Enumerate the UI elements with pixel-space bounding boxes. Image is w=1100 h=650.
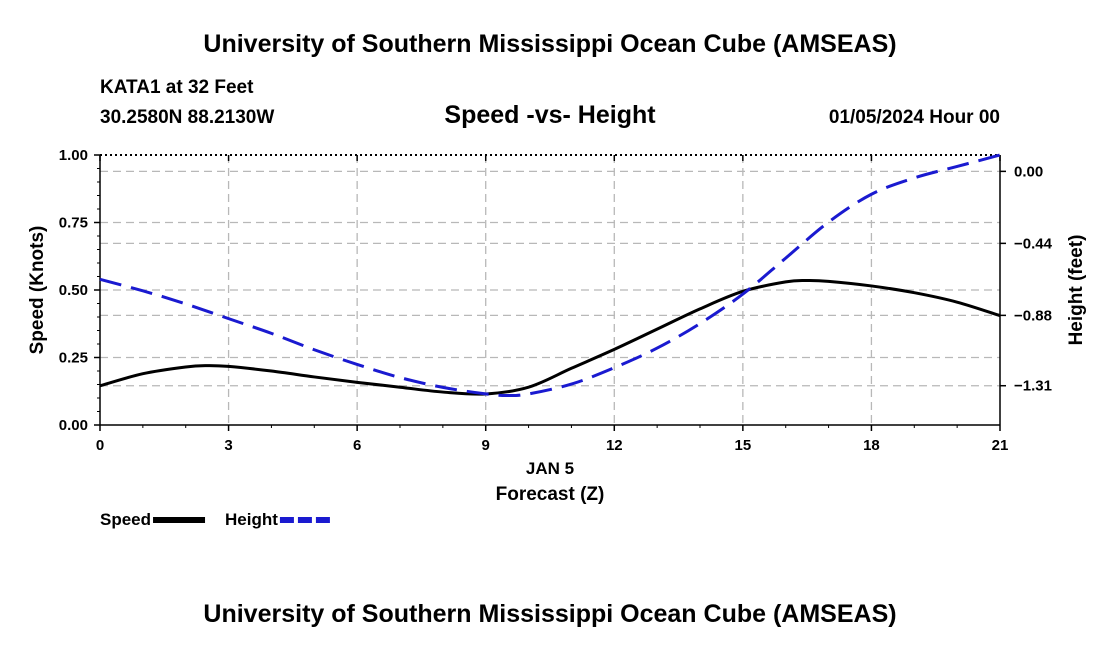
x-tick-label: 21 — [992, 437, 1009, 454]
y-tick-label-right: −0.88 — [1014, 307, 1052, 324]
x-tick-label: 9 — [482, 437, 490, 454]
series-line-speed — [99, 279, 1001, 396]
main-title: University of Southern Mississippi Ocean… — [203, 30, 897, 58]
bottom-title: University of Southern Mississippi Ocean… — [203, 600, 897, 628]
legend-label-height: Height — [225, 510, 278, 529]
y-tick-label-left: 0.00 — [59, 417, 88, 434]
x-tick-label: 6 — [353, 437, 361, 454]
x-axis-title: Forecast (Z) — [496, 484, 605, 505]
forecast-datetime: 01/05/2024 Hour 00 — [828, 107, 1000, 128]
y-tick-label-right: −0.44 — [1014, 235, 1053, 252]
y-axis-title-left: Speed (Knots) — [27, 226, 48, 355]
y-tick-label-right: 0.00 — [1014, 163, 1043, 180]
legend-label-speed: Speed — [100, 510, 151, 529]
y-tick-label-right: −1.31 — [1014, 378, 1052, 395]
x-axis-date-label: JAN 5 — [526, 459, 574, 478]
x-tick-label: 3 — [224, 437, 232, 454]
x-tick-label: 0 — [96, 437, 104, 454]
y-axis-title-right: Height (feet) — [1066, 235, 1087, 346]
x-tick-label: 18 — [863, 437, 880, 454]
y-tick-label-left: 0.50 — [59, 282, 88, 299]
series-line-height — [99, 153, 1001, 398]
y-tick-label-left: 0.75 — [59, 215, 88, 232]
station-coordinates: 30.2580N 88.2130W — [100, 107, 275, 128]
x-tick-label: 15 — [735, 437, 752, 454]
y-tick-label-left: 1.00 — [59, 147, 88, 164]
station-label: KATA1 at 32 Feet — [100, 77, 254, 98]
x-tick-label: 12 — [606, 437, 623, 454]
y-tick-label-left: 0.25 — [59, 350, 88, 367]
chart-title: Speed -vs- Height — [444, 101, 656, 129]
